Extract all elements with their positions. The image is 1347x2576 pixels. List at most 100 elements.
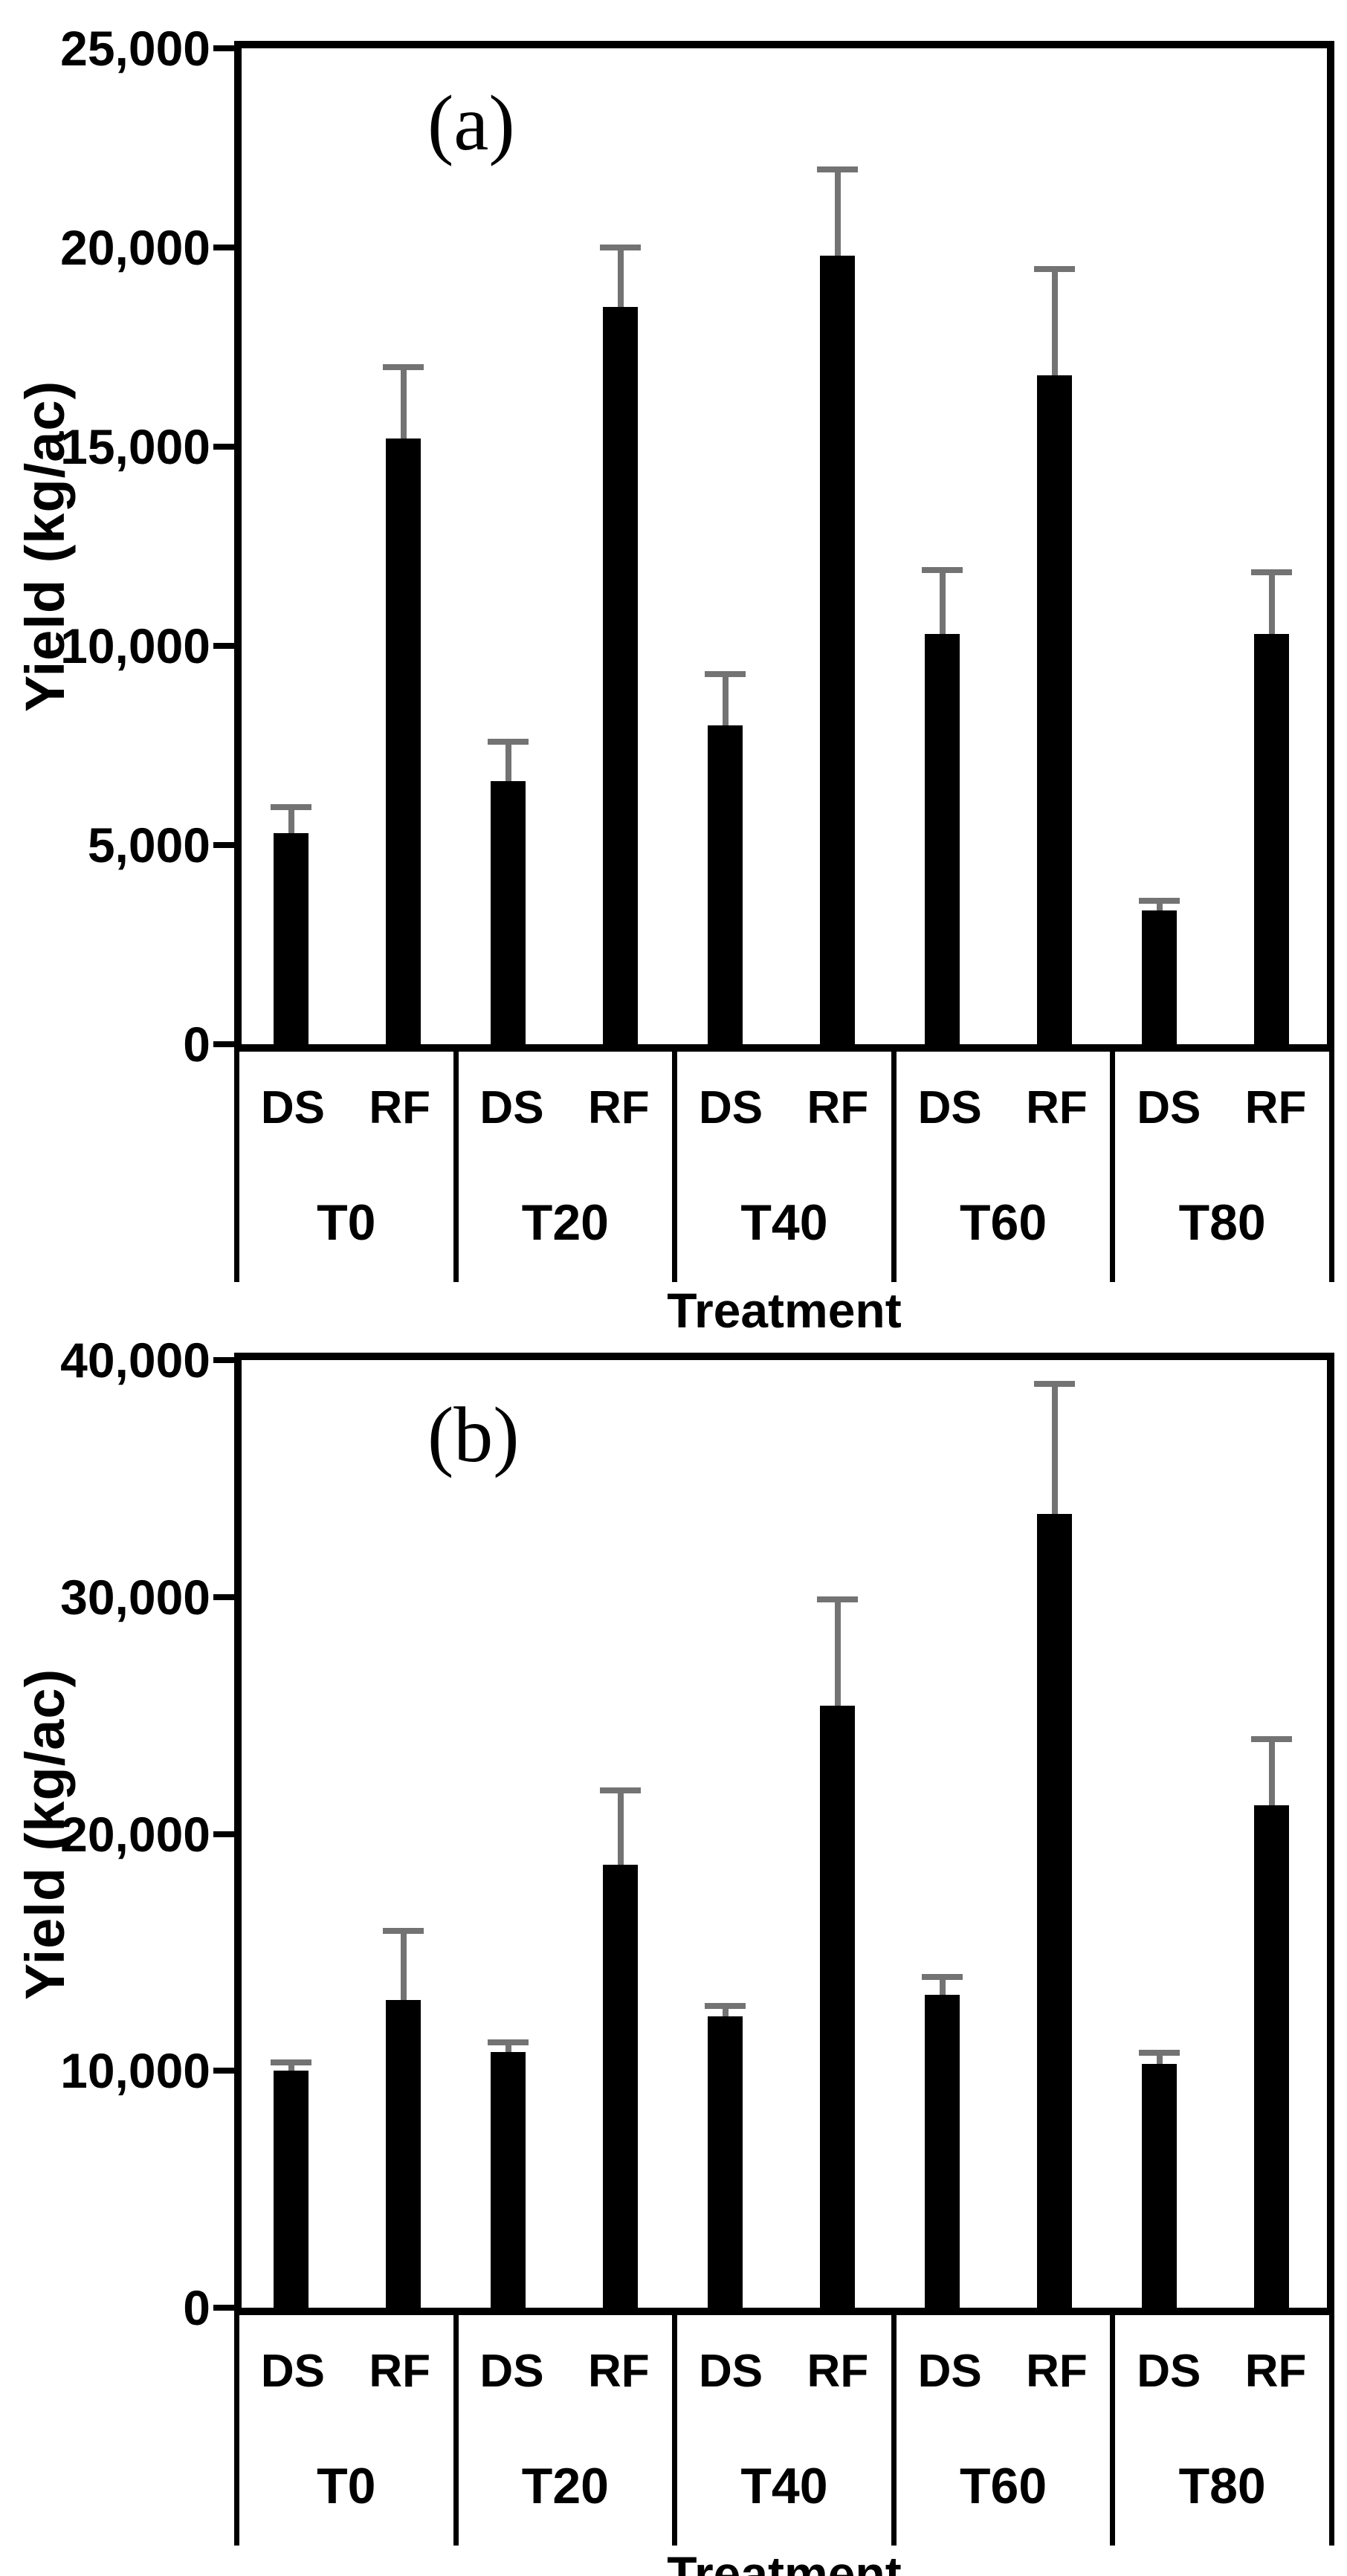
error-cap-T80-RF bbox=[1251, 569, 1292, 575]
error-cap-T0-RF bbox=[383, 363, 424, 370]
bar-T40-DS bbox=[708, 2016, 743, 2308]
y-tick-mark bbox=[213, 1831, 234, 1837]
y-tick-mark bbox=[213, 842, 234, 848]
bar-T0-RF bbox=[386, 438, 421, 1044]
error-bar-T60-RF bbox=[1051, 1383, 1058, 1515]
bar-T60-DS bbox=[925, 1995, 960, 2308]
error-bar-T0-RF bbox=[400, 1931, 407, 2000]
y-tick-mark bbox=[213, 2305, 234, 2311]
error-bar-T40-DS bbox=[722, 2005, 729, 2016]
series-label-ds: DS bbox=[479, 1081, 544, 1133]
series-label-ds: DS bbox=[1137, 1081, 1201, 1133]
y-tick-label: 20,000 bbox=[60, 1806, 210, 1862]
y-axis-tick-labels: 0 5,000 10,000 15,000 20,000 25,000 bbox=[0, 21, 227, 1072]
error-bar-T60-DS bbox=[939, 1977, 946, 1996]
error-bar-T20-DS bbox=[505, 741, 511, 782]
bar-T0-RF bbox=[386, 1999, 421, 2308]
bar-T60-RF bbox=[1037, 375, 1072, 1044]
y-tick-label: 0 bbox=[183, 2280, 210, 2335]
error-cap-T20-DS bbox=[488, 2039, 529, 2045]
category-label-T0: T0 bbox=[317, 2458, 376, 2514]
error-bar-T20-RF bbox=[617, 1790, 624, 1865]
panel-a: Yield (kg/ac) 0 5,000 10,000 15,000 20,000 25… bbox=[0, 21, 1334, 1338]
error-cap-T20-RF bbox=[600, 245, 641, 250]
bar-T40-DS bbox=[708, 725, 743, 1044]
category-cell-T40: DS RF T40 bbox=[672, 1052, 891, 1282]
bar-T80-DS bbox=[1142, 910, 1177, 1044]
error-cap-T40-RF bbox=[817, 1596, 858, 1602]
y-tick-label: 0 bbox=[183, 1017, 210, 1072]
series-label-ds: DS bbox=[699, 2345, 763, 2397]
series-label-rf: RF bbox=[807, 2345, 869, 2397]
bar-T20-RF bbox=[603, 307, 638, 1044]
y-tick-mark bbox=[213, 2068, 234, 2074]
bar-T20-DS bbox=[491, 2051, 526, 2308]
y-tick-label: 25,000 bbox=[60, 21, 210, 76]
bar-T40-RF bbox=[820, 1706, 855, 2308]
category-cell-T0: DS RF T0 bbox=[234, 2315, 453, 2546]
plot-area: (a) bbox=[213, 41, 1334, 1052]
series-label-ds: DS bbox=[479, 2345, 544, 2397]
category-cell-T60: DS RF T60 bbox=[891, 1052, 1111, 1282]
error-bar-T0-RF bbox=[400, 366, 407, 439]
series-label-rf: RF bbox=[1026, 2345, 1088, 2397]
error-bar-T80-RF bbox=[1268, 572, 1275, 634]
error-cap-T0-RF bbox=[383, 1928, 424, 1935]
category-axis: DS RF T0 DS RF T20 DS RF T40 DS RF T60 DS RF T80 bbox=[234, 1052, 1334, 1282]
error-bar-T40-RF bbox=[834, 169, 841, 256]
y-tick-label: 10,000 bbox=[60, 2043, 210, 2099]
y-tick-label: 5,000 bbox=[87, 818, 210, 873]
y-tick-label: 40,000 bbox=[60, 1333, 210, 1388]
plot-area: (b) bbox=[213, 1353, 1334, 2315]
category-label-T60: T60 bbox=[959, 1194, 1047, 1251]
x-axis-title: Treatment bbox=[667, 2546, 902, 2576]
error-cap-T0-DS bbox=[271, 804, 311, 811]
y-axis-tick-labels: 0 10,000 20,000 30,000 40,000 bbox=[0, 1333, 227, 2335]
error-bar-T40-RF bbox=[834, 1599, 841, 1706]
error-bar-T60-DS bbox=[939, 570, 946, 634]
series-label-rf: RF bbox=[369, 2345, 431, 2397]
category-label-T60: T60 bbox=[959, 2458, 1047, 2514]
category-cell-T80: DS RF T80 bbox=[1110, 1052, 1334, 1282]
bar-T80-DS bbox=[1142, 2063, 1177, 2308]
category-cell-T80: DS RF T80 bbox=[1110, 2315, 1334, 2546]
error-cap-T40-RF bbox=[817, 166, 858, 173]
y-tick-label: 15,000 bbox=[60, 419, 210, 474]
category-cell-T60: DS RF T60 bbox=[891, 2315, 1111, 2546]
category-cell-T20: DS RF T20 bbox=[453, 2315, 673, 2546]
series-label-ds: DS bbox=[260, 1081, 325, 1133]
error-cap-T60-DS bbox=[922, 567, 963, 574]
y-tick-mark bbox=[213, 643, 234, 649]
series-label-ds: DS bbox=[917, 2345, 982, 2397]
y-tick-mark bbox=[213, 1041, 234, 1047]
panel-b: Yield (kg/ac) 0 10,000 20,000 30,000 40,000 … bbox=[0, 1333, 1347, 2576]
error-cap-T80-RF bbox=[1251, 1736, 1292, 1742]
y-tick-mark bbox=[213, 245, 234, 250]
error-bar-T60-RF bbox=[1051, 269, 1058, 375]
error-cap-T0-DS bbox=[271, 2059, 311, 2066]
error-cap-T20-RF bbox=[600, 1787, 641, 1793]
series-label-rf: RF bbox=[807, 1081, 869, 1133]
category-cell-T40: DS RF T40 bbox=[672, 2315, 891, 2546]
bar-T0-DS bbox=[274, 832, 309, 1044]
bar-T20-RF bbox=[603, 1864, 638, 2308]
series-label-rf: RF bbox=[587, 1081, 650, 1133]
category-label-T0: T0 bbox=[317, 1194, 376, 1251]
bar-T80-RF bbox=[1254, 633, 1289, 1044]
error-cap-T40-DS bbox=[705, 670, 746, 677]
error-bar-T40-DS bbox=[722, 673, 729, 726]
y-tick-label: 20,000 bbox=[60, 220, 210, 275]
series-label-ds: DS bbox=[917, 1081, 982, 1133]
category-label-T80: T80 bbox=[1178, 1194, 1266, 1251]
y-tick-label: 30,000 bbox=[60, 1569, 210, 1625]
series-label-rf: RF bbox=[587, 2345, 650, 2397]
error-cap-T60-RF bbox=[1034, 1380, 1075, 1387]
series-label-ds: DS bbox=[260, 2345, 325, 2397]
error-cap-T80-DS bbox=[1139, 898, 1180, 904]
series-label-rf: RF bbox=[1026, 1081, 1088, 1133]
error-bar-T80-RF bbox=[1268, 1739, 1275, 1806]
panel-label: (b) bbox=[427, 1391, 520, 1478]
x-axis-title: Treatment bbox=[667, 1283, 902, 1338]
error-bar-T20-RF bbox=[617, 247, 624, 308]
